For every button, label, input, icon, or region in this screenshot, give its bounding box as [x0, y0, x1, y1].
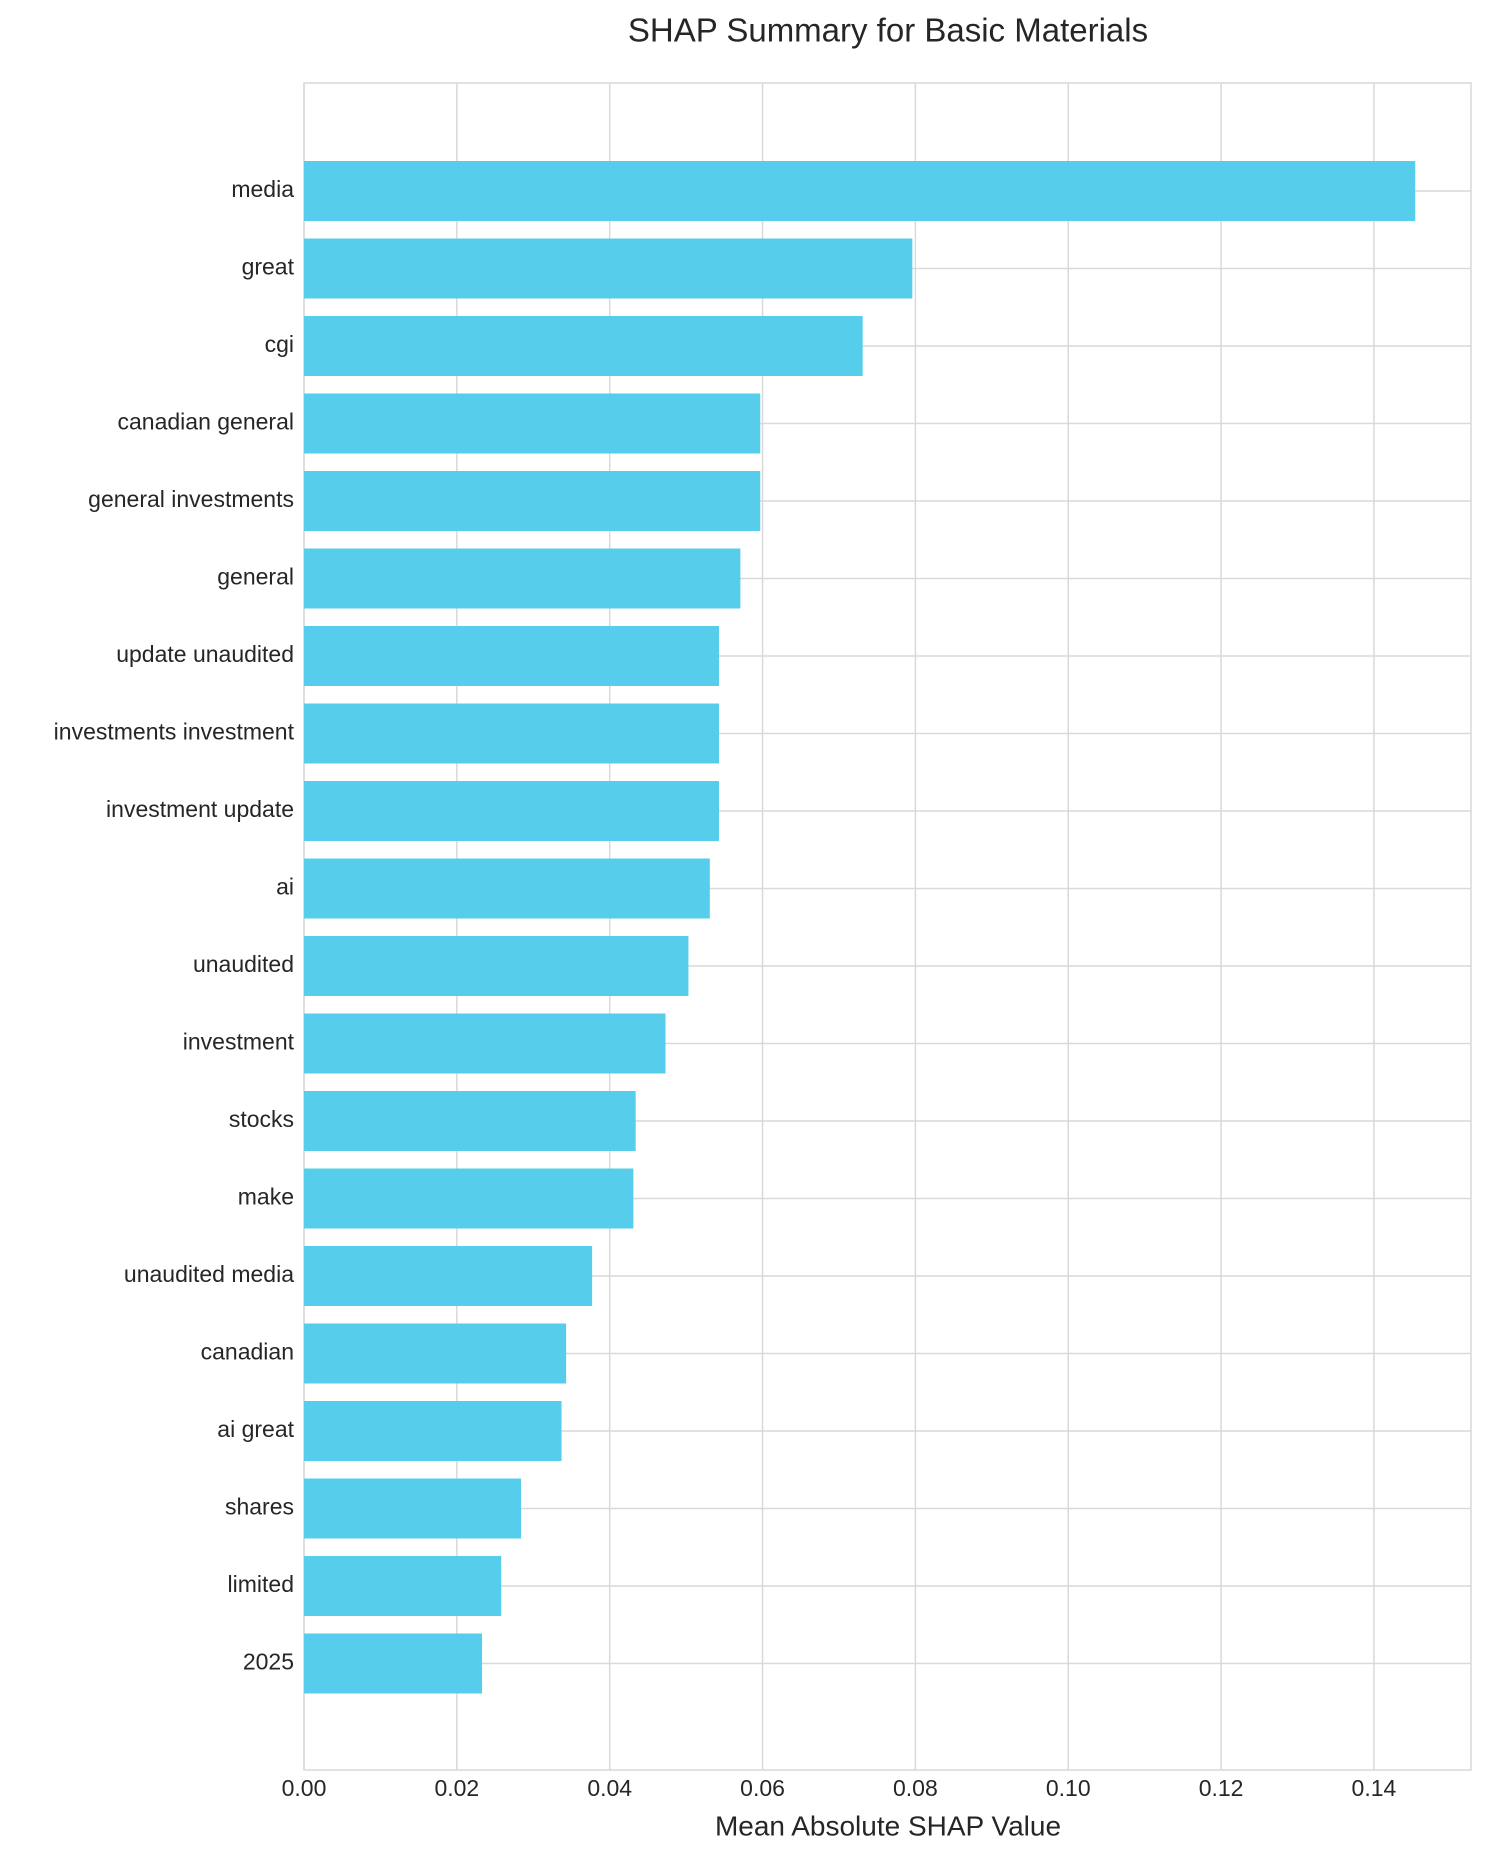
y-tick-label: limited: [228, 1571, 294, 1597]
x-axis-label: Mean Absolute SHAP Value: [715, 1810, 1061, 1841]
bar: [304, 393, 761, 454]
x-tick-label: 0.14: [1352, 1775, 1397, 1801]
x-tick-label: 0.12: [1199, 1775, 1244, 1801]
y-tick-label: update unaudited: [116, 641, 294, 667]
bar: [304, 1323, 567, 1384]
y-tick-label: ai: [276, 874, 294, 900]
y-tick-label: canadian: [201, 1339, 294, 1365]
y-tick-label: media: [231, 176, 294, 202]
x-tick-label: 0.06: [740, 1775, 785, 1801]
bar: [304, 1478, 522, 1539]
bar: [304, 548, 741, 609]
bar: [304, 238, 913, 299]
x-tick-label: 0.08: [893, 1775, 938, 1801]
y-tick-label: investments investment: [54, 719, 295, 745]
y-tick-label: general investments: [88, 486, 294, 512]
y-tick-label: canadian general: [118, 409, 294, 435]
y-tick-label: make: [238, 1184, 294, 1210]
bar: [304, 1013, 666, 1074]
bar: [304, 1556, 502, 1616]
bar: [304, 626, 719, 686]
y-tick-label: great: [242, 254, 295, 280]
bar: [304, 1633, 483, 1694]
bar: [304, 161, 1416, 221]
bar: [304, 703, 719, 764]
y-tick-label: unaudited media: [124, 1261, 294, 1287]
y-tick-label: stocks: [229, 1106, 294, 1132]
x-tick-label: 0.00: [282, 1775, 327, 1801]
bar: [304, 781, 719, 841]
y-tick-label: unaudited: [193, 951, 294, 977]
bar: [304, 858, 710, 919]
y-tick-label: general: [217, 564, 294, 590]
bar: [304, 1168, 634, 1229]
y-tick-label: investment update: [106, 796, 294, 822]
x-tick-label: 0.04: [587, 1775, 632, 1801]
y-tick-label: ai great: [217, 1416, 294, 1442]
bar: [304, 1091, 636, 1151]
bar: [304, 1401, 562, 1461]
y-tick-label: 2025: [243, 1649, 294, 1675]
chart-title: SHAP Summary for Basic Materials: [628, 12, 1148, 49]
bar: [304, 1246, 593, 1306]
bar: [304, 471, 761, 531]
bar: [304, 936, 689, 996]
bar: [304, 316, 863, 376]
x-tick-label: 0.02: [434, 1775, 479, 1801]
y-tick-label: cgi: [265, 331, 294, 357]
y-tick-label: investment: [183, 1029, 295, 1055]
x-tick-label: 0.10: [1046, 1775, 1091, 1801]
y-tick-label: shares: [225, 1494, 294, 1520]
